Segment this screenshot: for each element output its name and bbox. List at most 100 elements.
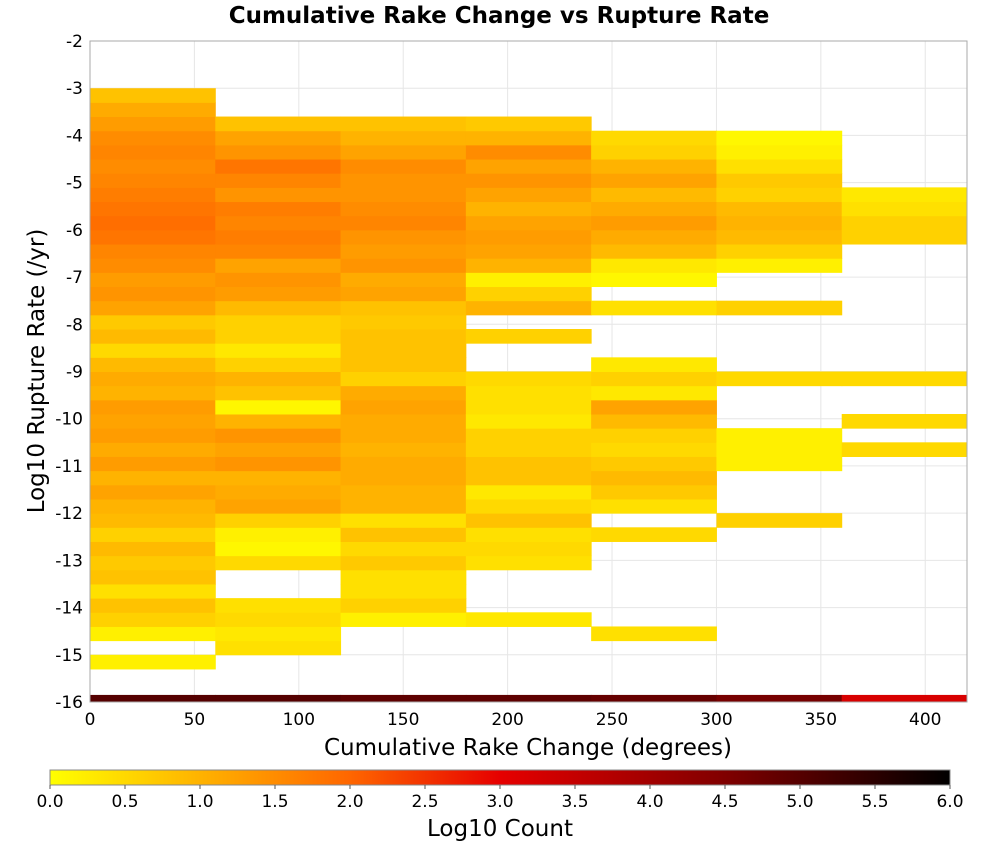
y-axis-label: Log10 Rupture Rate (/yr) xyxy=(24,229,50,514)
heatmap-cell xyxy=(465,144,592,160)
heatmap-cell xyxy=(465,694,592,702)
heatmap-cell xyxy=(591,215,717,231)
heatmap-cell xyxy=(215,470,342,486)
heatmap-cell xyxy=(716,442,843,457)
x-axis-ticks: 0 50 100 150 200 250 300 350 400 xyxy=(85,710,942,730)
heatmap-cell xyxy=(90,244,216,259)
heatmap-cell xyxy=(465,116,592,132)
heatmap-cell xyxy=(716,428,843,443)
heatmap-cell xyxy=(340,357,467,372)
y-tick-label: -5 xyxy=(66,174,83,194)
heatmap-cell xyxy=(465,456,592,472)
heatmap-cell xyxy=(340,428,467,443)
heatmap-cell xyxy=(340,371,467,387)
heatmap-cell xyxy=(340,300,467,316)
heatmap-cell xyxy=(90,442,216,457)
colorbar-tick-label: 5.0 xyxy=(786,792,813,812)
colorbar-tick-label: 1.5 xyxy=(261,792,288,812)
heatmap-cell xyxy=(90,329,216,344)
colorbar-tick-label: 0.0 xyxy=(36,792,63,812)
colorbar-tick-label: 2.5 xyxy=(411,792,438,812)
x-tick-label: 100 xyxy=(283,710,315,730)
heatmap-cell xyxy=(90,399,216,415)
heatmap-cell xyxy=(340,442,467,457)
heatmap-cell xyxy=(90,286,216,302)
heatmap-cell xyxy=(215,314,342,330)
colorbar-tick-label: 1.0 xyxy=(186,792,213,812)
heatmap-cell xyxy=(591,187,717,203)
heatmap-cell xyxy=(90,357,216,372)
heatmap-cell xyxy=(340,413,467,429)
heatmap-cell xyxy=(90,173,216,188)
y-tick-label: -7 xyxy=(66,268,83,288)
heatmap-cell xyxy=(716,201,843,217)
heatmap-cell xyxy=(215,329,342,344)
colorbar-ticks: 0.0 0.5 1.0 1.5 2.0 2.5 3.0 3.5 4.0 4.5 5.0 5.5 6.0 xyxy=(36,785,964,812)
heatmap-cell xyxy=(591,428,717,443)
y-tick-label: -11 xyxy=(55,457,83,477)
heatmap-cell xyxy=(90,612,216,627)
y-tick-label: -9 xyxy=(66,363,83,383)
y-tick-label: -10 xyxy=(55,410,83,430)
y-tick-label: -13 xyxy=(55,551,83,571)
heatmap-cell xyxy=(591,470,717,486)
y-tick-label: -3 xyxy=(66,79,83,99)
heatmap-cell xyxy=(340,555,467,571)
heatmap-cell xyxy=(340,569,467,585)
x-tick-label: 300 xyxy=(700,710,732,730)
heatmap-cell xyxy=(591,442,717,457)
heatmap-cell xyxy=(841,229,968,245)
heatmap-cell xyxy=(465,258,592,273)
heatmap-cell xyxy=(465,413,592,429)
colorbar-tick-label: 5.5 xyxy=(861,792,888,812)
heatmap-cell xyxy=(90,569,216,585)
heatmap-cell xyxy=(215,187,342,203)
x-tick-label: 0 xyxy=(85,710,96,730)
heatmap-cell xyxy=(465,300,592,316)
heatmap-cell xyxy=(591,229,717,245)
heatmap-cell xyxy=(340,343,467,358)
heatmap-cell xyxy=(340,159,467,174)
heatmap-cell xyxy=(90,527,216,542)
heatmap-cell xyxy=(591,456,717,472)
heatmap-cell xyxy=(340,470,467,486)
heatmap-cell xyxy=(591,385,717,401)
heatmap-cell xyxy=(591,244,717,259)
heatmap-cell xyxy=(215,484,342,500)
heatmap-cell xyxy=(90,102,216,118)
heatmap-cell xyxy=(841,201,968,217)
heatmap-cell xyxy=(215,258,342,273)
heatmap-cell xyxy=(340,541,467,557)
heatmap-cell xyxy=(215,357,342,372)
heatmap-cell xyxy=(841,413,968,429)
heatmap-cell xyxy=(340,527,467,542)
x-tick-label: 200 xyxy=(491,710,523,730)
colorbar-tick-label: 3.5 xyxy=(561,792,588,812)
heatmap-cell xyxy=(591,371,717,387)
heatmap-cell xyxy=(90,541,216,557)
y-tick-label: -15 xyxy=(55,646,83,666)
heatmap-cell xyxy=(465,385,592,401)
heatmap-cell xyxy=(340,399,467,415)
x-tick-label: 150 xyxy=(387,710,419,730)
x-axis-label: Cumulative Rake Change (degrees) xyxy=(324,735,732,761)
heatmap-cell xyxy=(215,428,342,443)
colorbar-tick-label: 3.0 xyxy=(486,792,513,812)
heatmap-cell xyxy=(215,130,342,146)
heatmap-cell xyxy=(90,413,216,429)
heatmap-cell xyxy=(90,626,216,642)
heatmap-cell xyxy=(215,541,342,557)
heatmap-cell xyxy=(591,399,717,415)
heatmap-cell xyxy=(340,116,467,132)
heatmap-cell xyxy=(716,456,843,472)
heatmap-cell xyxy=(215,399,342,415)
heatmap-cell xyxy=(591,527,717,542)
heatmap-cell xyxy=(90,598,216,613)
heatmap-cell xyxy=(340,612,467,627)
heatmap-cell xyxy=(90,428,216,443)
heatmap-cell xyxy=(591,258,717,273)
heatmap-cell xyxy=(215,385,342,401)
heatmap-cell xyxy=(340,694,467,702)
heatmap-cell xyxy=(591,694,717,702)
heatmap-cell xyxy=(340,244,467,259)
